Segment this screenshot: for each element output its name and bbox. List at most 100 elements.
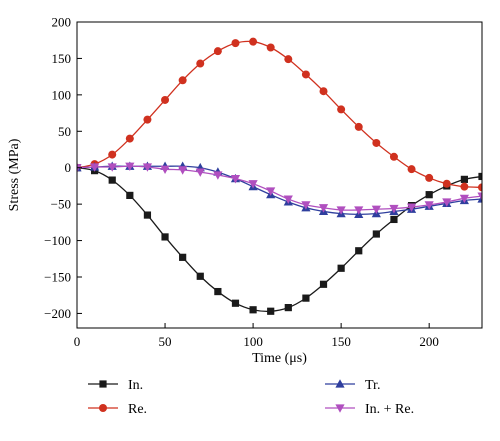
data-point-1-5 — [161, 95, 170, 104]
data-point-3-5 — [160, 165, 170, 174]
data-point-3-21 — [442, 198, 452, 207]
data-point-1-22 — [460, 182, 469, 191]
data-point-1-19 — [407, 165, 416, 174]
data-point-1-6 — [178, 76, 187, 85]
data-point-3-20 — [424, 201, 434, 210]
data-point-1-15 — [337, 105, 346, 114]
data-point-3-4 — [142, 163, 153, 172]
x-tick-label: 50 — [159, 334, 172, 349]
data-point-3-23 — [477, 192, 482, 201]
series-line-0 — [77, 167, 482, 313]
data-point-0-4 — [143, 211, 152, 219]
data-point-3-7 — [195, 168, 205, 177]
legend: In. Re. Tr. In. + Re. — [88, 378, 414, 417]
x-axis-title: Time (μs) — [252, 351, 307, 366]
data-point-1-17 — [372, 138, 381, 147]
y-tick-label: 150 — [52, 51, 72, 66]
data-point-3-6 — [178, 166, 188, 175]
data-point-3-0 — [77, 164, 82, 173]
plot-frame — [76, 21, 483, 329]
data-point-0-9 — [231, 299, 240, 307]
data-point-0-10 — [249, 306, 257, 314]
data-point-1-16 — [354, 122, 363, 131]
series-line-1 — [77, 40, 482, 189]
data-point-1-21 — [442, 179, 451, 188]
data-point-3-2 — [107, 163, 117, 172]
series-3 — [77, 162, 482, 215]
data-point-3-19 — [406, 203, 417, 212]
data-point-3-16 — [354, 206, 364, 215]
data-point-0-15 — [337, 264, 345, 272]
data-point-0-2 — [108, 176, 116, 184]
data-point-3-3 — [125, 162, 135, 172]
legend-item-2: Tr. — [325, 378, 380, 393]
y-tick-label: −50 — [51, 197, 71, 212]
y-tick-label: 200 — [52, 15, 72, 30]
legend-marker — [335, 379, 345, 388]
legend-item-0: In. — [88, 378, 143, 393]
data-point-0-8 — [214, 287, 222, 296]
y-tick-label: 50 — [58, 124, 71, 139]
series-line-2 — [77, 165, 482, 215]
x-tick-label: 100 — [243, 334, 263, 349]
data-point-1-4 — [143, 115, 152, 124]
data-point-0-20 — [425, 191, 433, 199]
data-point-1-11 — [266, 43, 275, 52]
legend-label: In. — [128, 378, 143, 393]
data-point-3-17 — [371, 205, 381, 215]
data-point-1-3 — [125, 134, 134, 143]
axes: 0 50 100 150 200 200 150 100 50 0 −50 −100 −150 −200 — [44, 15, 483, 349]
y-axis-title: Stress (MPa) — [7, 138, 22, 211]
data-point-0-16 — [355, 247, 363, 255]
data-point-1-14 — [319, 87, 328, 96]
x-tick-label: 200 — [419, 334, 439, 349]
data-point-1-7 — [196, 59, 205, 68]
plot-area — [77, 37, 482, 315]
data-point-3-9 — [230, 175, 241, 184]
data-point-1-20 — [425, 173, 434, 182]
data-point-3-12 — [283, 195, 293, 204]
series-2 — [77, 161, 482, 218]
series-1 — [77, 37, 482, 192]
legend-marker — [335, 404, 345, 413]
data-point-3-11 — [266, 187, 276, 196]
data-point-0-18 — [390, 215, 398, 224]
data-point-0-5 — [161, 233, 169, 241]
y-tick-label: −200 — [44, 306, 71, 321]
data-point-0-23 — [478, 172, 482, 181]
legend-label: Re. — [128, 402, 147, 417]
data-point-3-13 — [301, 201, 311, 210]
legend-label: Tr. — [365, 378, 380, 393]
data-point-0-12 — [284, 304, 292, 312]
y-tick-label: −150 — [44, 270, 71, 285]
x-tick-label: 0 — [74, 334, 81, 349]
legend-label: In. + Re. — [365, 402, 414, 417]
data-point-0-3 — [126, 191, 134, 199]
data-point-0-22 — [460, 175, 468, 183]
y-tick-label: −100 — [44, 233, 71, 248]
legend-item-3: In. + Re. — [325, 402, 414, 417]
data-point-1-13 — [301, 70, 310, 79]
y-tick-label: 100 — [52, 87, 72, 102]
data-point-0-13 — [302, 294, 310, 302]
data-point-0-17 — [372, 230, 380, 238]
data-point-1-10 — [249, 37, 258, 46]
data-point-3-8 — [213, 171, 223, 180]
data-point-3-10 — [248, 180, 258, 189]
data-point-1-8 — [213, 47, 222, 56]
data-point-3-18 — [389, 204, 399, 214]
data-point-1-12 — [284, 55, 293, 64]
data-point-1-23 — [478, 183, 482, 192]
data-point-3-22 — [459, 194, 469, 204]
y-tick-label: 0 — [65, 160, 72, 175]
data-point-0-11 — [267, 307, 275, 315]
legend-marker — [99, 380, 107, 388]
data-point-1-2 — [108, 150, 117, 159]
x-tick-label: 150 — [331, 334, 351, 349]
data-point-3-14 — [318, 204, 329, 213]
data-point-3-1 — [90, 163, 100, 172]
data-point-1-18 — [389, 152, 398, 161]
data-point-0-6 — [179, 253, 187, 261]
